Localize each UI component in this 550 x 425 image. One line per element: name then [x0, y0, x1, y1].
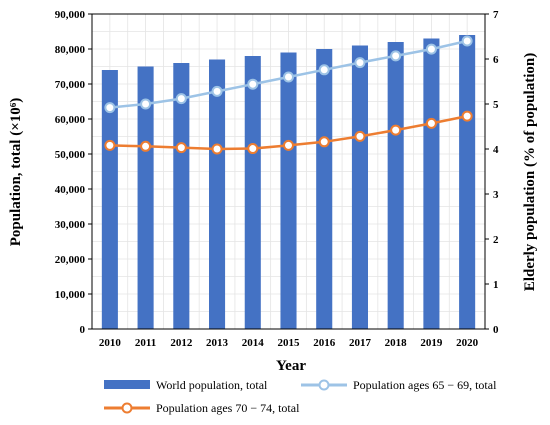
- bar-2017: [351, 45, 368, 329]
- y-left-tick-label: 20,000: [55, 254, 86, 266]
- y-left-tick-label: 30,000: [55, 219, 86, 231]
- y-left-tick-label: 0: [80, 324, 86, 336]
- point-series-1-2019: [425, 43, 437, 55]
- x-tick-label: 2019: [420, 337, 443, 349]
- y-right-tick-label: 3: [493, 189, 499, 201]
- x-tick-label: 2018: [385, 337, 408, 349]
- y-axis-right-title: Elderly population (% of population): [522, 53, 538, 291]
- point-series-2-2016: [318, 136, 330, 148]
- y-right-tick-label: 7: [493, 9, 499, 21]
- point-series-1-2016: [318, 64, 330, 76]
- x-tick-label: 2011: [135, 337, 156, 349]
- y-right-tick-label: 4: [493, 144, 499, 156]
- legend: World population, total Population ages …: [104, 378, 497, 415]
- legend-label-ages-70-74: Population ages 70 − 74, total: [156, 401, 300, 415]
- legend-marker-ages-65-69: [318, 379, 330, 391]
- legend-label-world-population: World population, total: [156, 378, 268, 392]
- point-series-1-2020: [461, 35, 473, 47]
- tick-labels: 0 10,000 20,000 30,000 40,000 50,000 60,000 70,…: [55, 9, 499, 349]
- point-series-2-2018: [390, 124, 402, 136]
- bar-series-world-population: [101, 35, 476, 329]
- legend-label-ages-65-69: Population ages 65 − 69, total: [353, 378, 497, 392]
- legend-marker-ages-70-74: [121, 402, 133, 414]
- x-tick-label: 2010: [99, 337, 122, 349]
- point-series-1-2015: [283, 71, 294, 83]
- bar-2019: [423, 38, 440, 329]
- x-tick-label: 2020: [456, 337, 479, 349]
- point-series-1-2017: [354, 57, 366, 69]
- legend-swatch-world-population: [104, 380, 150, 389]
- point-series-1-2013: [211, 85, 223, 97]
- point-series-2-2012: [175, 142, 187, 154]
- y-left-tick-label: 60,000: [55, 114, 86, 126]
- point-series-1-2012: [175, 93, 187, 105]
- x-tick-label: 2017: [349, 337, 372, 349]
- y-left-tick-label: 40,000: [55, 184, 86, 196]
- bar-2012: [173, 63, 190, 329]
- bar-2011: [137, 66, 154, 329]
- x-tick-label: 2012: [170, 337, 193, 349]
- bar-2014: [244, 56, 261, 329]
- line-series: [104, 35, 473, 155]
- point-series-1-2014: [247, 78, 259, 90]
- bar-2020: [459, 35, 476, 329]
- bar-2018: [387, 42, 404, 329]
- point-series-2-2017: [354, 130, 366, 142]
- point-series-2-2019: [425, 117, 437, 129]
- x-tick-label: 2015: [278, 337, 301, 349]
- y-left-tick-label: 50,000: [55, 149, 86, 161]
- y-left-tick-label: 90,000: [55, 9, 86, 21]
- point-series-2-2020: [461, 110, 473, 122]
- y-left-tick-label: 80,000: [55, 44, 86, 56]
- y-left-tick-label: 10,000: [55, 289, 86, 301]
- y-right-tick-label: 1: [493, 279, 499, 291]
- y-right-tick-label: 0: [493, 324, 499, 336]
- bar-2010: [101, 70, 118, 329]
- point-series-1-2011: [140, 98, 152, 110]
- point-series-1-2010: [104, 102, 116, 114]
- bar-2013: [209, 59, 226, 329]
- x-axis-title: Year: [276, 358, 306, 374]
- point-series-2-2013: [211, 143, 223, 155]
- point-series-1-2018: [390, 50, 402, 62]
- bar-2015: [280, 52, 297, 329]
- y-left-tick-label: 70,000: [55, 79, 86, 91]
- point-series-2-2010: [104, 139, 116, 151]
- y-right-tick-label: 5: [493, 99, 499, 111]
- y-right-tick-label: 2: [493, 234, 499, 246]
- y-right-tick-label: 6: [493, 54, 499, 66]
- axes: [88, 13, 489, 330]
- x-tick-label: 2016: [313, 337, 336, 349]
- x-tick-label: 2014: [242, 337, 265, 349]
- point-series-2-2014: [247, 143, 259, 155]
- bar-2016: [316, 49, 333, 329]
- point-series-2-2011: [140, 140, 152, 152]
- y-axis-left-title: Population, total (×10⁶): [8, 98, 24, 246]
- x-tick-label: 2013: [206, 337, 229, 349]
- point-series-2-2015: [283, 139, 294, 151]
